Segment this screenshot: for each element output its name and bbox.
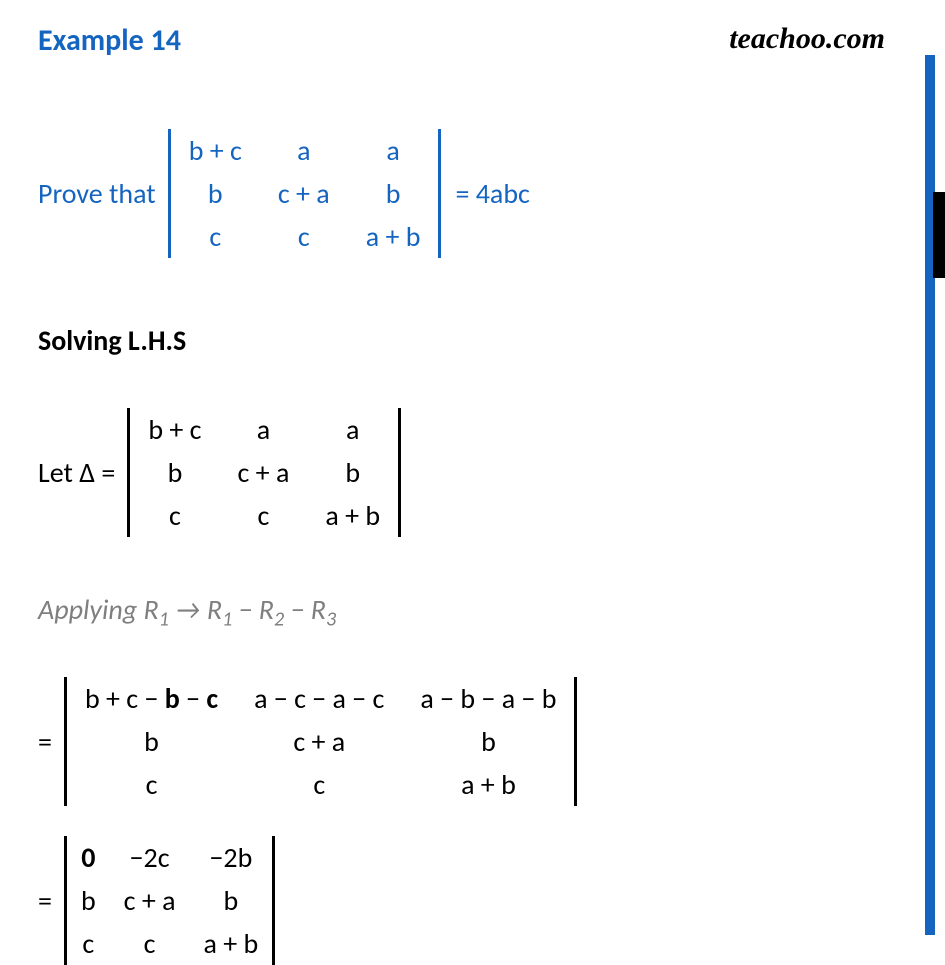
det-cell: b [67, 879, 110, 922]
right-accent-bar [925, 55, 935, 935]
det-cell: c [67, 922, 110, 965]
det-cell: b [307, 451, 398, 494]
applying-text: − R [284, 592, 326, 627]
let-delta: Let Δ = b + c a a b c + a b c c a + b [38, 408, 905, 537]
applying-row-operation: Applying R1 → R1 − R2 − R3 [38, 592, 905, 632]
equals: = [38, 724, 52, 759]
subscript: 2 [274, 608, 284, 632]
det-cell: a [260, 129, 348, 172]
brand-logo: teachoo.com [729, 22, 905, 56]
determinant-let: b + c a a b c + a b c c a + b [127, 408, 401, 537]
equals: = [38, 883, 52, 918]
example-title: Example 14 [38, 22, 181, 59]
det-cell: b + c [171, 129, 260, 172]
det-cell: b [348, 172, 439, 215]
det-cell: a − c − a − c [236, 677, 402, 720]
det-cell: c [110, 922, 190, 965]
applying-text: − R [232, 592, 274, 627]
det-cell: b [130, 451, 219, 494]
det-cell: b [171, 172, 260, 215]
det-cell: c [67, 763, 236, 806]
det-cell: c + a [236, 720, 402, 763]
determinant-step1: b + c − b − c a − c − a − c a − b − a − … [64, 677, 578, 806]
right-black-band [933, 192, 945, 278]
problem-statement: Prove that b + c a a b c + a b c c a + b [38, 129, 905, 258]
step-2: = 0 −2c −2b b c + a b c c a + b [38, 836, 905, 965]
det-cell: c [260, 215, 348, 258]
det-cell: a + b [348, 215, 439, 258]
det-cell: a + b [190, 922, 273, 965]
prove-label: Prove that [38, 176, 156, 211]
determinant-problem: b + c a a b c + a b c c a + b [168, 129, 442, 258]
step-1: = b + c − b − c a − c − a − c a − b − a … [38, 677, 905, 806]
det-cell: b [402, 720, 574, 763]
solving-label: Solving L.H.S [38, 323, 905, 358]
det-cell: c [236, 763, 402, 806]
page-content: Example 14 teachoo.com Prove that b + c … [0, 0, 945, 965]
det-cell: c + a [110, 879, 190, 922]
det-cell: c [171, 215, 260, 258]
determinant-step2: 0 −2c −2b b c + a b c c a + b [64, 836, 275, 965]
det-cell: 0 [67, 836, 110, 879]
applying-text: Applying R [38, 592, 159, 627]
det-cell: a [307, 408, 398, 451]
det-cell: c + a [220, 451, 308, 494]
subscript: 1 [159, 608, 169, 632]
subscript: 3 [326, 608, 336, 632]
det-cell: a [220, 408, 308, 451]
det-cell: −2b [190, 836, 273, 879]
det-cell: a + b [402, 763, 574, 806]
det-cell: c + a [260, 172, 348, 215]
det-cell: c [130, 494, 219, 537]
det-cell: b + c [130, 408, 219, 451]
det-cell: c [220, 494, 308, 537]
det-cell: b + c − b − c [67, 677, 236, 720]
det-cell: b [190, 879, 273, 922]
det-cell: a + b [307, 494, 398, 537]
det-cell: b [67, 720, 236, 763]
det-cell: a − b − a − b [402, 677, 574, 720]
subscript: 1 [222, 608, 232, 632]
applying-text: → R [169, 592, 222, 627]
let-label: Let Δ = [38, 455, 115, 490]
header: Example 14 teachoo.com [38, 22, 905, 59]
det-cell: a [348, 129, 439, 172]
rhs: = 4abc [455, 176, 529, 211]
det-cell: −2c [110, 836, 190, 879]
